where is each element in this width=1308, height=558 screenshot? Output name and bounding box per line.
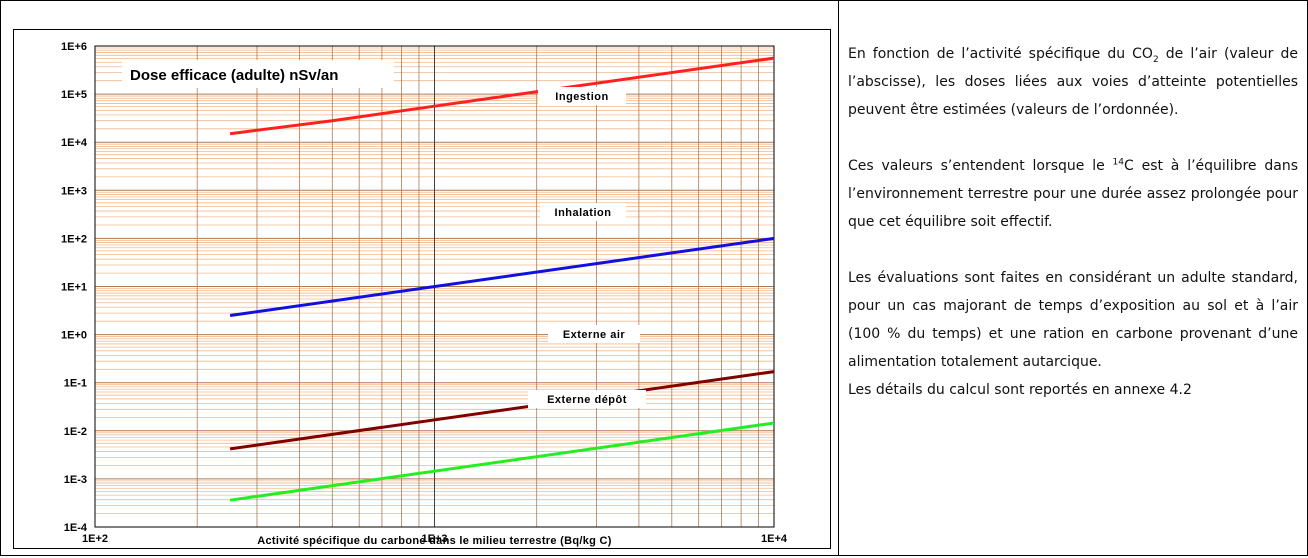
- y-tick-label: 1E+2: [61, 233, 87, 245]
- series-label: Inhalation: [555, 207, 612, 219]
- y-tick-label: 1E+3: [61, 185, 87, 197]
- y-tick-label: 1E+4: [61, 137, 88, 149]
- p2-superscript: 14: [1112, 157, 1124, 168]
- y-tick-label: 1E+5: [61, 89, 87, 101]
- series-line: [229, 236, 775, 317]
- paragraph-3: Les évaluations sont faites en considéra…: [848, 270, 1298, 370]
- p2-text-b: C est à l’équilibre dans l’environnement…: [848, 158, 1298, 230]
- y-tick-label: 1E-1: [64, 378, 87, 390]
- p2-text-a: Ces valeurs s’entendent lorsque le: [848, 158, 1113, 174]
- y-tick-label: 1E+1: [61, 282, 87, 294]
- series-label-bg: [538, 87, 626, 105]
- chart-title: Dose efficace (adulte) nSv/an: [130, 67, 338, 84]
- p1-subscript: 2: [1152, 54, 1159, 65]
- x-tick-label: 1E+4: [761, 533, 788, 545]
- y-tick-label: 1E-3: [64, 474, 87, 486]
- plot-border: [94, 45, 775, 528]
- explanation-text: En fonction de l’activité spécifique du …: [848, 40, 1298, 404]
- x-tick-label: 1E+3: [422, 533, 448, 545]
- y-tick-label: 1E-2: [64, 426, 87, 438]
- paragraph-1: En fonction de l’activité spécifique du …: [848, 40, 1298, 124]
- series-label: Externe dépôt: [547, 394, 627, 406]
- p1-text-a: En fonction de l’activité spécifique du …: [848, 46, 1153, 62]
- p1-text-b: de l’air (valeur de l’abscisse), les dos…: [848, 46, 1299, 118]
- series-label: Externe air: [563, 329, 626, 341]
- paragraph-2: Ces valeurs s’entendent lorsque le 14C e…: [848, 152, 1298, 236]
- series-label: Ingestion: [555, 91, 608, 103]
- y-tick-label: 1E-4: [64, 522, 88, 534]
- y-tick-label: 1E+6: [61, 41, 87, 53]
- y-tick-label: 1E+0: [61, 330, 87, 342]
- series-line: [229, 421, 775, 502]
- series-label-bg: [548, 325, 640, 343]
- series-line: [229, 370, 775, 451]
- series-label-bg: [540, 203, 626, 221]
- paragraph-4: Les détails du calcul sont reportés en a…: [848, 382, 1192, 398]
- title-bg: [122, 60, 394, 88]
- chart-frame: 1E-4 1E-3 1E-2 1E-1 1E+0 1E+1 1E+2 1E+3 1E+4 1E+5…: [13, 29, 831, 549]
- dose-chart: 1E-4 1E-3 1E-2 1E-1 1E+0 1E+1 1E+2 1E+3 1E+4 1E+5…: [61, 41, 788, 547]
- series-label-bg: [528, 390, 646, 408]
- x-tick-label: 1E+2: [82, 533, 108, 545]
- chart-cell: 1E-4 1E-3 1E-2 1E-1 1E+0 1E+1 1E+2 1E+3 1E+4 1E+5…: [0, 0, 838, 556]
- x-axis-label: Activité spécifique du carbone dans le m…: [257, 535, 612, 547]
- series-line: [229, 56, 775, 136]
